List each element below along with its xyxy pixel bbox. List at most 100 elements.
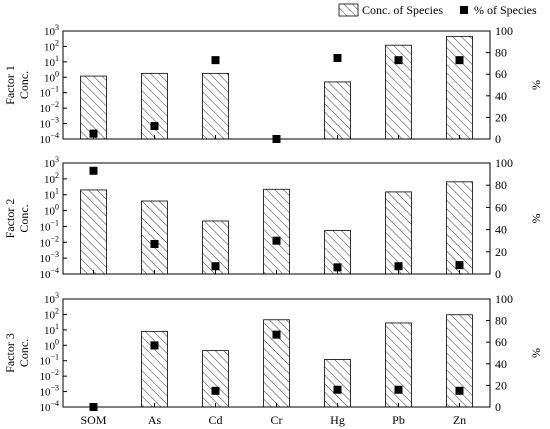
y-right-tick-label: 0: [495, 400, 501, 414]
bar-Cr: [263, 188, 290, 275]
x-tick-label: Pb: [392, 413, 405, 427]
y-right-tick-label: 20: [495, 245, 507, 259]
legend-bar-label: Conc. of Species: [362, 3, 443, 17]
x-tick-label: SOM: [80, 413, 106, 427]
y-right-title: %: [529, 80, 543, 90]
marker-SOM: [89, 129, 98, 138]
bar-Pb: [385, 322, 412, 408]
y-right-title: %: [529, 214, 543, 224]
bar-SOM: [80, 75, 107, 140]
y-left-tick-label: 10−2: [39, 100, 59, 115]
marker-Cr: [272, 135, 281, 143]
y-right-tick-label: 40: [495, 89, 507, 103]
bar-Pb: [385, 191, 412, 275]
y-left-tick-label: 10−3: [39, 250, 59, 265]
y-left-tick-label: 10−1: [39, 218, 59, 233]
legend-marker-swatch: [460, 6, 468, 14]
y-left-tick-label: 102: [44, 171, 59, 186]
marker-Hg: [333, 385, 342, 394]
y-left-tick-label: 103: [44, 291, 59, 306]
marker-Pb: [394, 56, 403, 65]
y-left-tick-label: 101: [44, 54, 59, 69]
y-right-tick-label: 100: [495, 156, 513, 170]
bar-Zn: [446, 35, 473, 140]
panel-1: 10−410−310−210−1100101102103020406080100…: [3, 23, 543, 146]
y-right-tick-label: 0: [495, 132, 501, 146]
marker-Zn: [455, 261, 464, 270]
marker-SOM: [89, 403, 98, 411]
bar-Cd: [202, 72, 229, 140]
y-left-title-conc: Conc.: [17, 204, 31, 232]
marker-Pb: [394, 262, 403, 271]
y-left-title-factor: Factor 2: [3, 199, 17, 239]
y-right-tick-label: 60: [495, 200, 507, 214]
y-right-tick-label: 60: [495, 335, 507, 349]
bar-Cr: [263, 319, 290, 408]
bar-SOM: [80, 189, 107, 275]
y-right-tick-label: 40: [495, 357, 507, 371]
y-left-title-conc: Conc.: [17, 339, 31, 367]
y-left-title-factor: Factor 1: [3, 65, 17, 105]
y-left-tick-label: 10−1: [39, 353, 59, 368]
bar-Hg: [324, 359, 351, 408]
marker-SOM: [89, 166, 98, 175]
y-right-tick-label: 60: [495, 67, 507, 81]
panel-2: 10−410−310−210−1100101102103020406080100…: [3, 155, 543, 281]
marker-As: [150, 122, 159, 131]
y-left-title-factor: Factor 3: [3, 333, 17, 373]
y-right-tick-label: 0: [495, 267, 501, 281]
x-tick-label: Cr: [271, 413, 283, 427]
y-right-title: %: [529, 348, 543, 358]
y-left-tick-label: 101: [44, 322, 59, 337]
panel-frame: [62, 30, 491, 140]
x-tick-label: As: [148, 413, 162, 427]
marker-Cr: [272, 330, 281, 339]
y-right-tick-label: 100: [495, 24, 513, 38]
y-left-tick-label: 10−4: [39, 131, 59, 146]
marker-Cd: [211, 262, 220, 271]
marker-As: [150, 341, 159, 350]
marker-Hg: [333, 263, 342, 272]
y-left-title-conc: Conc.: [17, 71, 31, 99]
y-left-tick-label: 10−2: [39, 368, 59, 383]
bar-Zn: [446, 181, 473, 275]
y-right-tick-label: 80: [495, 178, 507, 192]
marker-Cr: [272, 236, 281, 245]
bar-Hg: [324, 81, 351, 140]
marker-Zn: [455, 56, 464, 65]
y-left-tick-label: 100: [44, 203, 59, 218]
y-left-tick-label: 10−4: [39, 399, 59, 414]
y-right-tick-label: 20: [495, 110, 507, 124]
y-right-tick-label: 100: [495, 292, 513, 306]
y-right-tick-label: 40: [495, 223, 507, 237]
y-left-tick-label: 102: [44, 38, 59, 53]
y-left-tick-label: 100: [44, 69, 59, 84]
y-left-tick-label: 103: [44, 23, 59, 38]
marker-As: [150, 240, 159, 249]
marker-Hg: [333, 54, 342, 62]
x-tick-label: Hg: [330, 413, 345, 427]
legend-bar-swatch: [338, 3, 359, 17]
y-left-tick-label: 10−4: [39, 266, 59, 281]
marker-Cd: [211, 56, 220, 65]
bar-Cd: [202, 350, 229, 408]
y-left-tick-label: 102: [44, 306, 59, 321]
legend-marker-label: % of Species: [474, 3, 537, 17]
y-left-tick-label: 10−3: [39, 116, 59, 131]
marker-Pb: [394, 385, 403, 394]
x-tick-label: Cd: [208, 413, 222, 427]
y-left-tick-label: 10−1: [39, 85, 59, 100]
bar-As: [141, 200, 168, 275]
y-left-tick-label: 10−2: [39, 234, 59, 249]
y-left-tick-label: 103: [44, 155, 59, 170]
panel-3: 10−410−310−210−1100101102103020406080100…: [3, 291, 543, 414]
y-right-tick-label: 80: [495, 46, 507, 60]
y-left-tick-label: 100: [44, 337, 59, 352]
marker-Cd: [211, 386, 220, 395]
y-right-tick-label: 20: [495, 378, 507, 392]
y-left-tick-label: 10−3: [39, 384, 59, 399]
y-left-tick-label: 101: [44, 187, 59, 202]
marker-Zn: [455, 386, 464, 395]
y-right-tick-label: 80: [495, 314, 507, 328]
